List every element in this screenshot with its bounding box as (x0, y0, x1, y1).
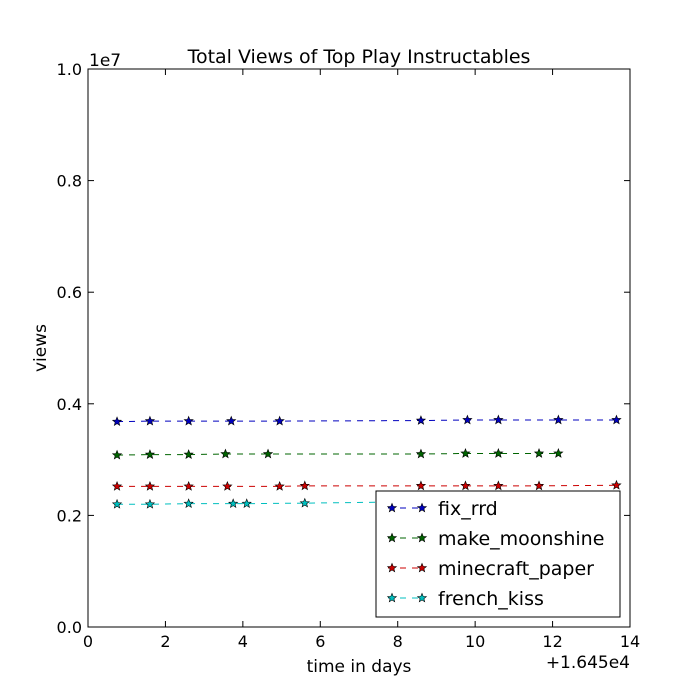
series-line (117, 452, 559, 456)
series-make_moonshine (111, 448, 564, 460)
data-point (274, 415, 285, 426)
data-point (262, 448, 274, 459)
y-tick-label: 0.0 (57, 618, 82, 637)
data-point (533, 480, 545, 491)
data-point (226, 415, 237, 426)
legend-item: minecraft_paper (386, 558, 594, 580)
series-line (117, 419, 617, 423)
data-point (493, 414, 504, 425)
data-point (460, 448, 471, 458)
legend-item: make_moonshine (386, 528, 604, 550)
data-point (611, 414, 622, 425)
legend-label: make_moonshine (438, 528, 604, 550)
data-point (553, 414, 564, 425)
data-point (533, 448, 545, 458)
y-tick-label: 0.8 (57, 172, 82, 191)
data-point (299, 497, 310, 508)
data-point (462, 414, 473, 425)
data-point (299, 480, 310, 491)
data-point (111, 449, 123, 460)
data-point (460, 480, 471, 491)
legend-label: french_kiss (438, 588, 544, 610)
data-point (274, 480, 285, 491)
legend-item: fix_rrd (386, 498, 498, 520)
legend-marker (416, 532, 428, 543)
data-point (415, 415, 427, 425)
data-point (183, 480, 194, 491)
legend-marker (386, 562, 398, 573)
legend-box (375, 490, 621, 618)
series-layer (111, 414, 622, 509)
data-point (144, 498, 156, 509)
data-point (183, 415, 194, 426)
series-line (117, 501, 398, 505)
data-point (111, 498, 123, 509)
data-point (144, 480, 156, 491)
plot-frame (87, 68, 631, 628)
legend-marker (416, 502, 428, 513)
data-point (220, 448, 231, 459)
x-tick-label: 2 (160, 632, 170, 651)
y-tick-label: 0.6 (57, 283, 82, 302)
data-point (611, 479, 622, 490)
data-point (183, 449, 194, 459)
legend-marker (386, 532, 398, 543)
x-offset-label: +1.645e4 (546, 653, 630, 673)
legend: fix_rrd make_moonshine minecraft_paperfren… (375, 490, 621, 618)
legend-item: french_kiss (386, 588, 544, 610)
series-minecraft_paper (111, 479, 622, 491)
legend-label: fix_rrd (438, 498, 498, 520)
x-axis-label: time in days (307, 657, 412, 677)
x-tick-label: 6 (315, 632, 325, 651)
data-point (415, 448, 427, 459)
series-french_kiss (111, 496, 403, 509)
chart-title: Total Views of Top Play Instructables (187, 46, 531, 68)
legend-marker (416, 592, 428, 603)
x-tick-label: 12 (542, 632, 562, 651)
x-tick-label: 10 (465, 632, 485, 651)
y-tick-label: 0.2 (57, 506, 82, 525)
y-multiplier-label: 1e7 (89, 51, 121, 71)
data-point (553, 448, 564, 458)
data-point (144, 449, 156, 459)
data-point (415, 480, 427, 491)
legend-marker (386, 592, 398, 603)
y-tick-label: 0.4 (57, 395, 82, 414)
data-point (144, 415, 156, 426)
series-fix_rrd (111, 414, 622, 427)
x-tick-label: 0 (83, 632, 93, 651)
x-tick-label: 8 (393, 632, 403, 651)
data-point (222, 480, 233, 491)
data-point (228, 498, 239, 509)
legend-label: minecraft_paper (438, 558, 594, 580)
data-point (183, 498, 194, 509)
data-point (111, 480, 123, 491)
data-point (241, 498, 252, 509)
legend-marker (386, 502, 398, 513)
data-point (493, 480, 504, 491)
x-tick-label: 14 (620, 632, 640, 651)
y-tick-label: 1.0 (57, 60, 82, 79)
data-point (493, 448, 504, 458)
y-axis-label: views (31, 324, 51, 372)
x-tick-label: 4 (238, 632, 248, 651)
data-point (111, 416, 123, 427)
legend-marker (416, 562, 428, 573)
